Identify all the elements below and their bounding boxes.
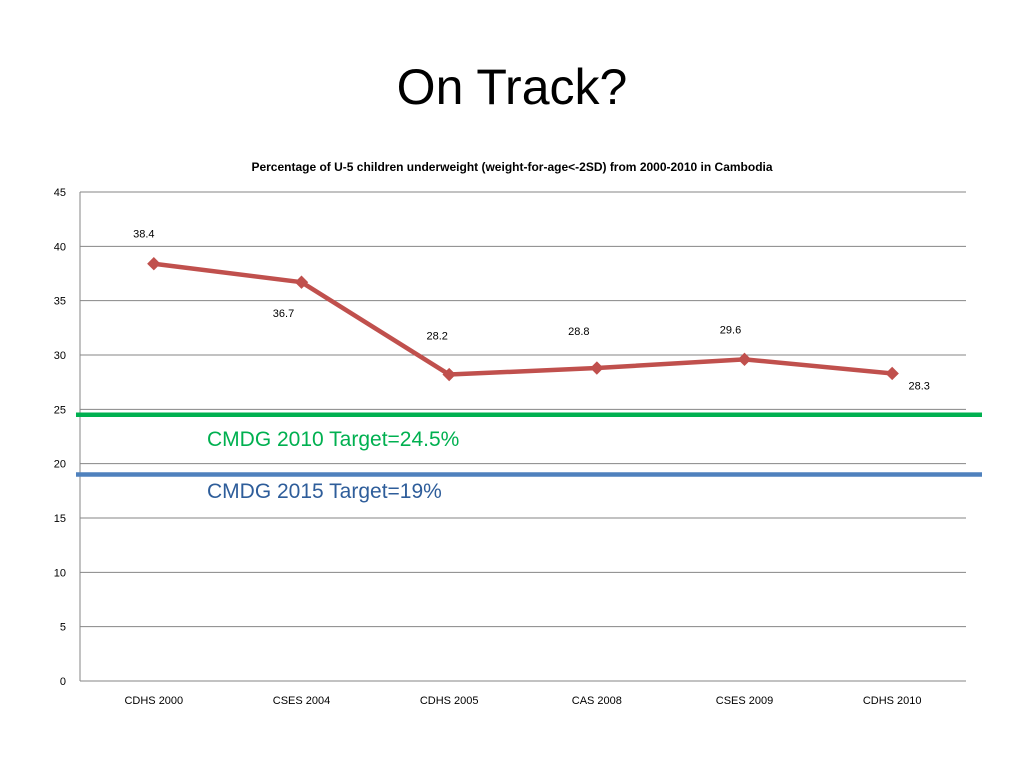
data-label: 29.6 [720,324,741,336]
y-tick-label: 10 [54,567,66,579]
chart-title: Percentage of U-5 children underweight (… [251,160,772,174]
x-tick-labels: CDHS 2000 CSES 2004 CDHS 2005 CAS 2008 CSES … [124,695,921,707]
data-markers [147,257,899,382]
data-point-marker [294,275,309,289]
target-2010-label: CMDG 2010 Target=24.5% [207,428,460,451]
x-tick-label: CAS 2008 [572,695,622,707]
y-tick-label: 20 [54,459,66,471]
y-tick-label: 45 [54,187,66,199]
data-point-marker [442,367,456,382]
data-labels: 38.4 36.7 28.2 28.8 29.6 28.3 [133,229,930,393]
y-tick-label: 30 [54,350,66,362]
series-line [153,261,893,377]
x-tick-label: CSES 2009 [716,695,773,707]
x-tick-label: CDHS 2000 [124,695,183,707]
y-tick-label: 0 [60,676,66,688]
target-2015-label: CMDG 2015 Target=19% [207,480,442,503]
x-tick-label: CDHS 2010 [863,695,922,707]
x-tick-label: CDHS 2005 [420,695,479,707]
gridlines [80,191,966,628]
data-label: 36.7 [273,308,294,320]
y-tick-label: 35 [54,296,66,308]
axes [79,192,966,682]
data-label: 28.8 [568,326,589,338]
x-tick-label: CSES 2004 [273,695,330,707]
data-point-marker [885,366,899,381]
data-label: 28.3 [908,380,929,392]
series-lines [153,261,893,377]
y-tick-label: 25 [54,404,66,416]
slide-title: On Track? [396,59,628,115]
data-point-marker [737,352,752,367]
y-tick-labels: 0 5 10 15 20 25 30 35 40 45 [54,187,66,688]
y-tick-label: 5 [60,622,66,634]
data-point-marker [590,361,604,375]
data-label: 28.2 [426,331,447,343]
data-label: 38.4 [133,229,154,241]
target-lines [76,412,982,477]
data-point-marker [147,257,161,271]
y-tick-label: 40 [54,241,66,253]
y-tick-label: 15 [54,513,66,525]
